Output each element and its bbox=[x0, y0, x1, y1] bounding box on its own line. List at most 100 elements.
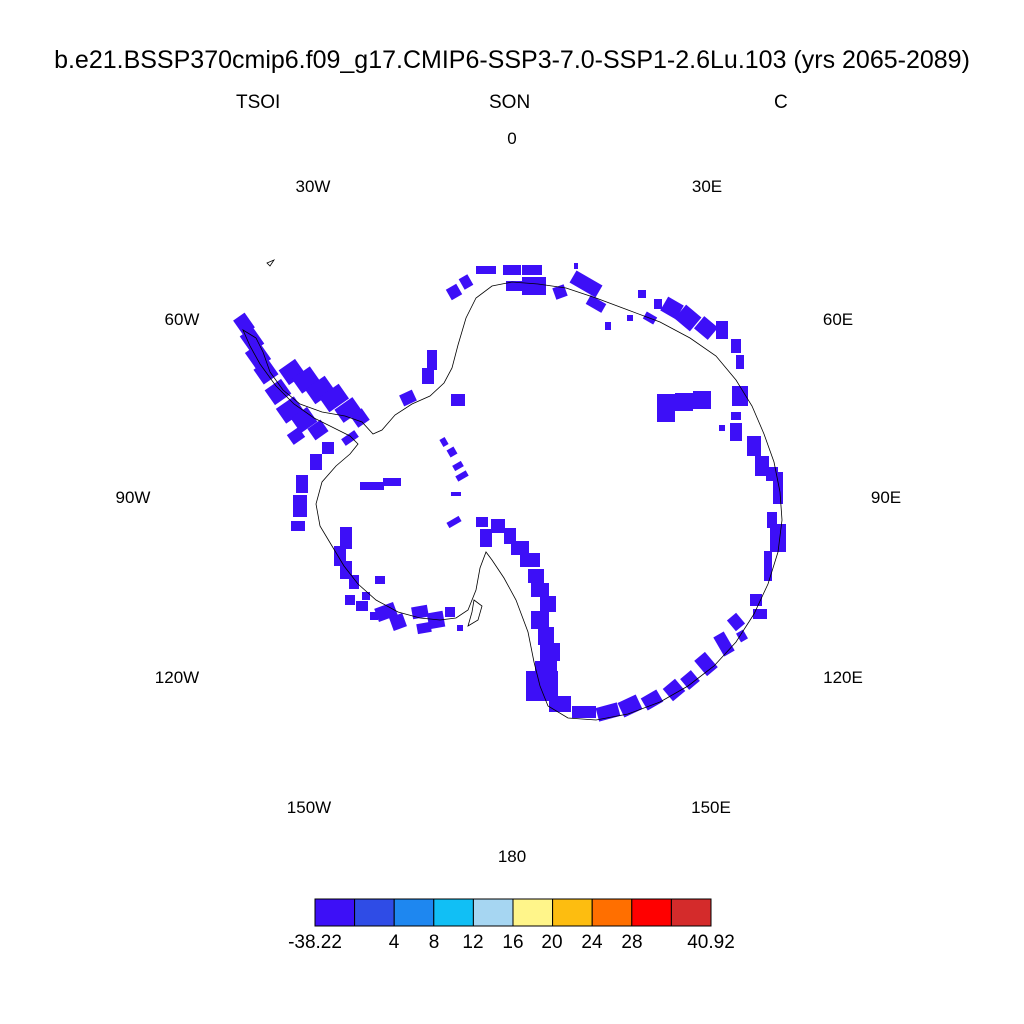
field-cell bbox=[427, 350, 437, 370]
lon-label-120e: 120E bbox=[823, 668, 863, 687]
lon-label-180: 180 bbox=[497, 847, 527, 866]
field-cell bbox=[291, 521, 305, 531]
field-cell bbox=[605, 322, 611, 330]
field-cell bbox=[713, 631, 735, 657]
coastline bbox=[242, 259, 783, 721]
field-cell bbox=[638, 290, 646, 298]
field-cell bbox=[375, 576, 385, 584]
field-cell bbox=[522, 265, 542, 275]
field-cell bbox=[264, 378, 292, 406]
colorbar-box bbox=[472, 898, 514, 927]
field-cell bbox=[310, 454, 322, 470]
season-label: SON bbox=[489, 92, 531, 113]
field-cell bbox=[504, 528, 516, 544]
field-cell bbox=[278, 358, 306, 386]
colorbar-box bbox=[591, 898, 633, 927]
colorbar bbox=[314, 898, 712, 927]
colorbar-box bbox=[354, 898, 395, 927]
field-cell bbox=[540, 643, 560, 661]
field-cell bbox=[654, 299, 662, 309]
field-cell bbox=[399, 389, 417, 407]
field-cell bbox=[293, 495, 307, 517]
field-cell bbox=[660, 296, 684, 320]
field-cell bbox=[506, 281, 522, 291]
field-cell bbox=[531, 611, 549, 629]
field-cell bbox=[457, 625, 463, 631]
colorbar-tick-label: 28 bbox=[621, 932, 643, 953]
field-cell bbox=[680, 670, 700, 690]
field-cell bbox=[362, 592, 370, 600]
field-cell bbox=[476, 266, 496, 274]
field-cell bbox=[345, 595, 355, 605]
colorbar-box bbox=[670, 898, 712, 927]
lon-label-150e: 150E bbox=[691, 798, 731, 817]
lon-label-60e: 60E bbox=[822, 310, 854, 329]
field-cell bbox=[290, 406, 318, 434]
field-cell bbox=[770, 524, 786, 552]
field-cell bbox=[693, 316, 719, 340]
field-cell bbox=[491, 519, 505, 533]
field-cell bbox=[736, 355, 744, 369]
field-cell bbox=[552, 284, 568, 300]
field-cell bbox=[370, 612, 378, 620]
colorbar-box bbox=[552, 898, 593, 927]
field-cell bbox=[445, 283, 463, 301]
field-cell bbox=[627, 315, 633, 321]
colorbar-tick-label: 12 bbox=[462, 932, 484, 953]
field-cell bbox=[422, 368, 434, 384]
field-cell bbox=[356, 601, 368, 611]
field-cell bbox=[389, 613, 407, 631]
field-cell bbox=[451, 492, 461, 496]
field-cell bbox=[452, 460, 464, 472]
colorbar-tick-label: 24 bbox=[581, 932, 603, 953]
field-cell bbox=[480, 529, 492, 547]
lon-label-30w: 30W bbox=[295, 177, 331, 196]
lon-label-0: 0 bbox=[507, 129, 517, 148]
lon-label-30e: 30E bbox=[691, 177, 723, 196]
field-cell bbox=[726, 612, 746, 632]
field-cell bbox=[574, 263, 578, 269]
field-cell bbox=[572, 706, 596, 718]
field-cell bbox=[340, 527, 352, 549]
field-cell bbox=[538, 627, 554, 645]
field-cell bbox=[764, 551, 772, 581]
field-cell bbox=[719, 425, 725, 431]
field-cell bbox=[535, 661, 557, 679]
colorbar-tick-label: -38.22 bbox=[288, 932, 342, 953]
field-cell bbox=[383, 478, 401, 486]
field-cell bbox=[340, 561, 352, 579]
field-cell bbox=[736, 629, 748, 643]
field-cell bbox=[773, 472, 783, 504]
field-cell bbox=[730, 423, 742, 441]
units-label: C bbox=[774, 92, 788, 113]
field-cell bbox=[341, 430, 359, 446]
colorbar-tick-label: 8 bbox=[428, 932, 440, 953]
field-cell bbox=[640, 689, 664, 711]
colorbar-box bbox=[433, 898, 474, 927]
field-cell bbox=[747, 436, 761, 456]
field-cell bbox=[767, 512, 777, 528]
field-cell bbox=[716, 321, 728, 339]
field-cell bbox=[411, 604, 429, 620]
field-cell bbox=[694, 651, 718, 677]
field-cell bbox=[731, 412, 741, 420]
field-cell bbox=[732, 386, 748, 406]
field-cell bbox=[675, 393, 693, 411]
field-cell bbox=[520, 553, 540, 567]
field-cell bbox=[540, 596, 556, 612]
field-cell bbox=[522, 277, 546, 295]
map-title: b.e21.BSSP370cmip6.f09_g17.CMIP6-SSP3-7.… bbox=[54, 46, 970, 74]
colorbar-box bbox=[631, 898, 672, 927]
field-cell bbox=[286, 427, 306, 445]
colorbar-box bbox=[314, 898, 356, 927]
field-cell bbox=[657, 394, 675, 422]
field-cell bbox=[755, 456, 769, 476]
colorbar-tick-label: 16 bbox=[502, 932, 524, 953]
field-cell bbox=[569, 270, 603, 298]
lon-label-90e: 90E bbox=[870, 488, 902, 507]
field-cell bbox=[476, 517, 488, 527]
field-cell bbox=[275, 396, 305, 424]
field-cell bbox=[451, 394, 465, 406]
field-cell bbox=[305, 375, 335, 405]
